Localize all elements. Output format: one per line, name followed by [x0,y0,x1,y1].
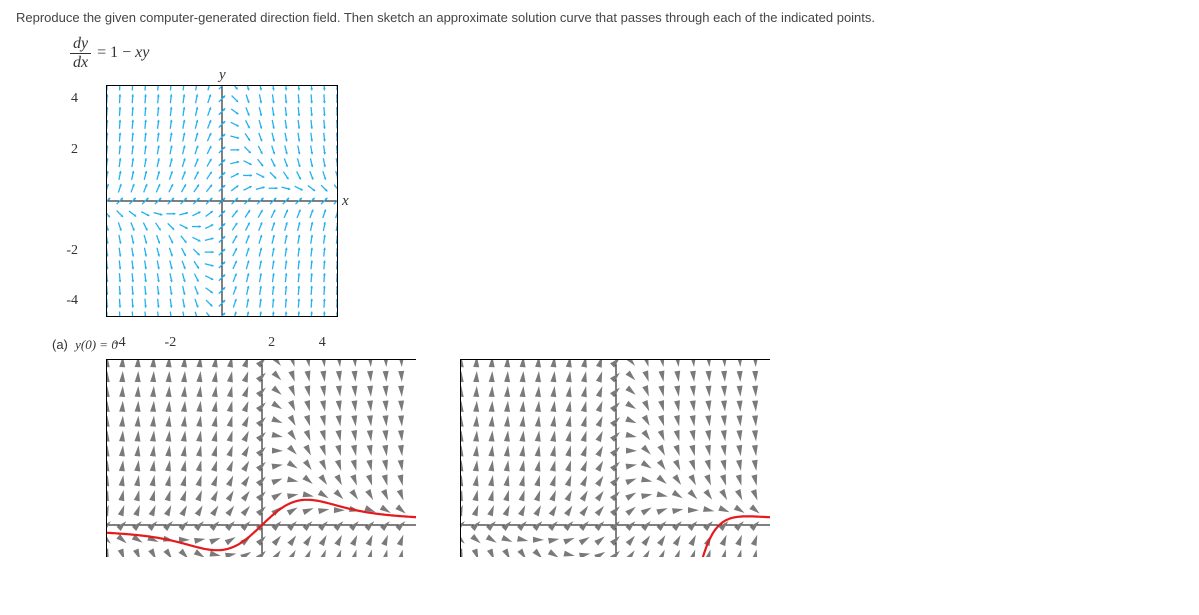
direction-field-svg [106,85,338,317]
answer-svg-1 [106,359,416,557]
problem-prompt: Reproduce the given computer-generated d… [16,10,1183,25]
answer-svg-2 [460,359,770,557]
x-axis-label: x [342,193,349,210]
eq-xy: xy [135,44,149,62]
equation: dy dx = 1 − xy [70,35,1183,71]
eq-dy: dy [70,35,91,54]
direction-field-original: y x 4 2 -2 -4 -4 -2 2 4 [106,85,336,315]
part-a-label: (a) y(0) = 0 [52,337,1183,353]
direction-field-answer-1: y x 4 2 0 [106,359,416,557]
direction-field-answer-2: y x 4 2 0 [460,359,770,557]
y-axis-label: y [219,67,226,84]
eq-equals: = 1 − [97,44,131,62]
eq-dx: dx [70,54,91,72]
